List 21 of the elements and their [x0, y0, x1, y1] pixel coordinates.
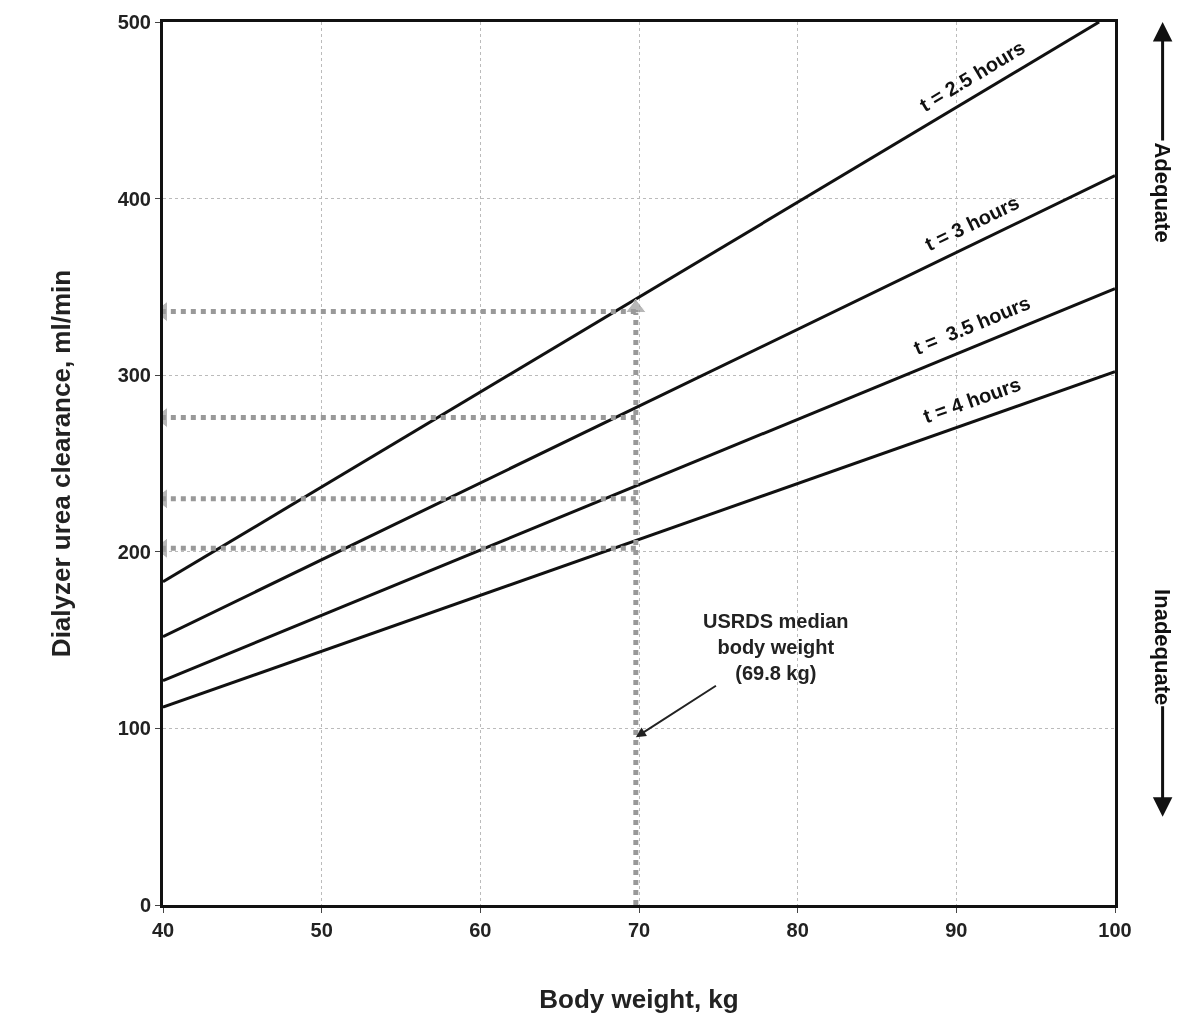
y-tick-label: 0	[139, 894, 151, 916]
y-tick-label: 200	[117, 540, 151, 563]
text: Inadequate	[1150, 589, 1176, 706]
x-tick-label: 70	[627, 919, 651, 941]
y-axis-title: Dialyzer urea clearance, ml/min	[46, 269, 77, 658]
annotation: USRDS median body weight (69.8 kg)	[703, 610, 849, 684]
y-tick-label: 400	[117, 187, 151, 210]
x-tick-label: 90	[945, 919, 968, 941]
y-tick-label: 100	[117, 717, 151, 740]
x-tick-label: 50	[310, 919, 333, 941]
x-tick-label: 60	[469, 919, 492, 941]
text: t = 3 hours	[921, 191, 1023, 256]
x-tick-label: 100	[1098, 919, 1132, 941]
y-tick-label: 500	[117, 11, 151, 33]
text: t = 3.5 hours	[910, 291, 1034, 359]
text: t = 4 hours	[920, 372, 1024, 428]
x-tick-label: 80	[786, 919, 809, 941]
x-tick-label: 40	[151, 919, 175, 941]
text: Adequate	[1149, 142, 1175, 243]
x-axis-title: Body weight, kg	[539, 983, 739, 1014]
y-tick-label: 300	[117, 364, 151, 387]
